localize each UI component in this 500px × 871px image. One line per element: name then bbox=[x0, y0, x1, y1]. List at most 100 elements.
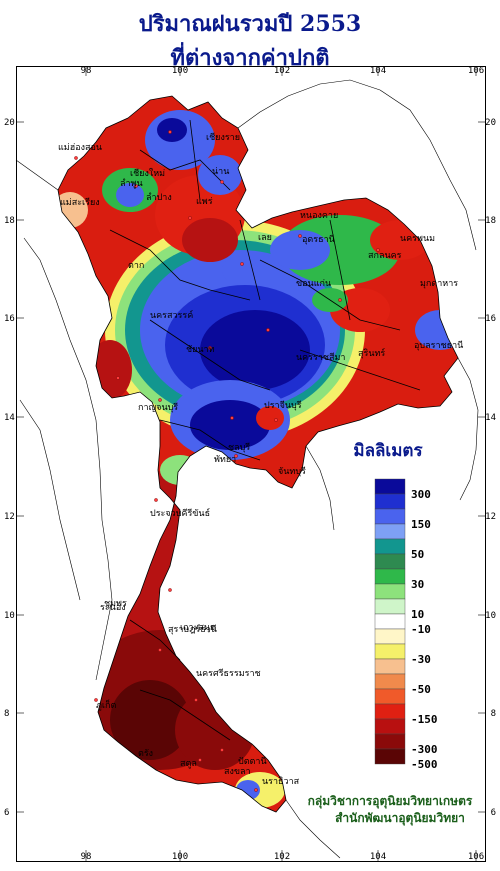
station-point bbox=[220, 180, 224, 184]
legend-bin bbox=[374, 493, 406, 510]
legend-bin bbox=[374, 718, 406, 735]
station-point bbox=[198, 758, 202, 762]
station-point bbox=[188, 216, 192, 220]
place-label: จันทบุรี bbox=[278, 466, 306, 477]
place-label: ลำปาง bbox=[146, 192, 172, 203]
place-label: นครสวรรค์ bbox=[150, 309, 193, 321]
place-label: พัทยา bbox=[214, 455, 236, 465]
legend-bin bbox=[374, 673, 406, 690]
lat-tick-14-left: 14 bbox=[4, 413, 15, 423]
legend-color-bins bbox=[374, 478, 406, 765]
station-point bbox=[376, 248, 380, 252]
place-label: กาญจนบุรี bbox=[138, 402, 178, 413]
neighbor-boundaries bbox=[15, 79, 479, 859]
station-point bbox=[194, 698, 198, 702]
lat-tick-6-right: 6 bbox=[491, 808, 496, 818]
place-label: เกาะสมุย bbox=[180, 623, 215, 633]
credit-line2: สำนักพัฒนาอุตุนิยมวิทยา bbox=[335, 811, 465, 826]
legend-label: 150 bbox=[411, 518, 431, 531]
legend-label: -10 bbox=[411, 623, 431, 636]
station-point bbox=[94, 698, 98, 702]
legend-label: 30 bbox=[411, 578, 424, 591]
lat-tick-18-left: 18 bbox=[4, 216, 15, 226]
legend-bin bbox=[374, 508, 406, 525]
station-point bbox=[298, 234, 302, 238]
lat-tick-14-right: 14 bbox=[485, 413, 496, 423]
lat-tick-16-left: 16 bbox=[4, 314, 15, 324]
lat-tick-18-right: 18 bbox=[485, 216, 496, 226]
legend-labels: 300 150 50 30 10 -10 -30 -50 -150 -300 -500 bbox=[411, 488, 438, 771]
place-label: น่าน bbox=[212, 167, 229, 177]
place-label: สตูล bbox=[180, 759, 197, 769]
legend-title: มิลลิเมตร bbox=[353, 441, 423, 461]
legend-label: -150 bbox=[411, 713, 438, 726]
place-label: สงขลา bbox=[224, 767, 251, 777]
legend-bin bbox=[374, 748, 406, 765]
station-point bbox=[74, 156, 78, 160]
place-label: ตาก bbox=[128, 261, 144, 271]
legend-bin bbox=[374, 703, 406, 720]
lat-tick-10-right: 10 bbox=[485, 611, 496, 621]
station-point bbox=[230, 416, 234, 420]
station-point bbox=[158, 398, 162, 402]
legend-label: 50 bbox=[411, 548, 424, 561]
legend-bin bbox=[374, 478, 406, 495]
legend-bin bbox=[374, 583, 406, 600]
place-label: นครราชสีมา bbox=[296, 352, 345, 363]
place-label: ปัตตานี bbox=[238, 756, 267, 767]
legend-bin bbox=[374, 643, 406, 660]
place-label: อุบลราชธานี bbox=[414, 340, 463, 351]
legend-bin bbox=[374, 568, 406, 585]
place-label: แม่ฮ่องสอน bbox=[58, 143, 102, 153]
station-point bbox=[208, 346, 212, 350]
lat-tick-12-right: 12 bbox=[485, 512, 496, 522]
place-label: สุรินทร์ bbox=[358, 347, 385, 359]
place-label: สกลนคร bbox=[368, 251, 402, 261]
place-label: มุกดาหาร bbox=[420, 279, 458, 289]
place-label: ระนอง bbox=[100, 603, 126, 613]
station-point bbox=[266, 328, 270, 332]
weather-stations bbox=[74, 130, 380, 792]
place-label: อุดรธานี bbox=[302, 234, 335, 245]
place-label: ขอนแก่น bbox=[296, 279, 331, 289]
legend-label: -50 bbox=[411, 683, 431, 696]
lat-tick-6-left: 6 bbox=[4, 808, 9, 818]
legend-bin bbox=[374, 553, 406, 570]
station-point bbox=[158, 648, 162, 652]
legend-bin bbox=[374, 613, 406, 630]
place-label: หนองคาย bbox=[300, 211, 338, 221]
place-label: นราธิวาส bbox=[262, 776, 300, 787]
legend-bin bbox=[374, 688, 406, 705]
place-label: เลย bbox=[258, 233, 272, 243]
legend-label: -30 bbox=[411, 653, 431, 666]
lat-tick-8-right: 8 bbox=[491, 709, 496, 719]
place-label: ชุมพร bbox=[104, 599, 127, 609]
legend-bin bbox=[374, 598, 406, 615]
lat-tick-12-left: 12 bbox=[4, 512, 15, 522]
station-point bbox=[274, 418, 278, 422]
legend-bin bbox=[374, 538, 406, 555]
place-label: แม่สะเรียง bbox=[60, 197, 100, 208]
lat-tick-16-right: 16 bbox=[485, 314, 496, 324]
legend-bin bbox=[374, 733, 406, 750]
lat-tick-20-left: 20 bbox=[4, 118, 15, 128]
map-title-line1: ปริมาณฝนรวมปี 2553 bbox=[138, 11, 362, 37]
place-label: แพร่ bbox=[196, 197, 213, 207]
place-label: สุราษฎร์ธานี bbox=[168, 623, 217, 635]
station-point bbox=[134, 184, 138, 188]
place-label: ประจวบคีรีขันธ์ bbox=[150, 507, 210, 519]
station-point bbox=[154, 498, 158, 502]
station-point bbox=[254, 788, 258, 792]
place-label: ภูเก็ต bbox=[96, 698, 116, 711]
place-label: ตรัง bbox=[138, 749, 153, 759]
place-label: เชียงใหม่ bbox=[130, 168, 165, 179]
place-label: ลำพูน bbox=[120, 178, 143, 189]
station-point bbox=[168, 588, 172, 592]
station-point bbox=[116, 376, 120, 380]
legend-label: -300 bbox=[411, 743, 438, 756]
legend-bin bbox=[374, 523, 406, 540]
place-label: ชลบุรี bbox=[228, 442, 250, 453]
